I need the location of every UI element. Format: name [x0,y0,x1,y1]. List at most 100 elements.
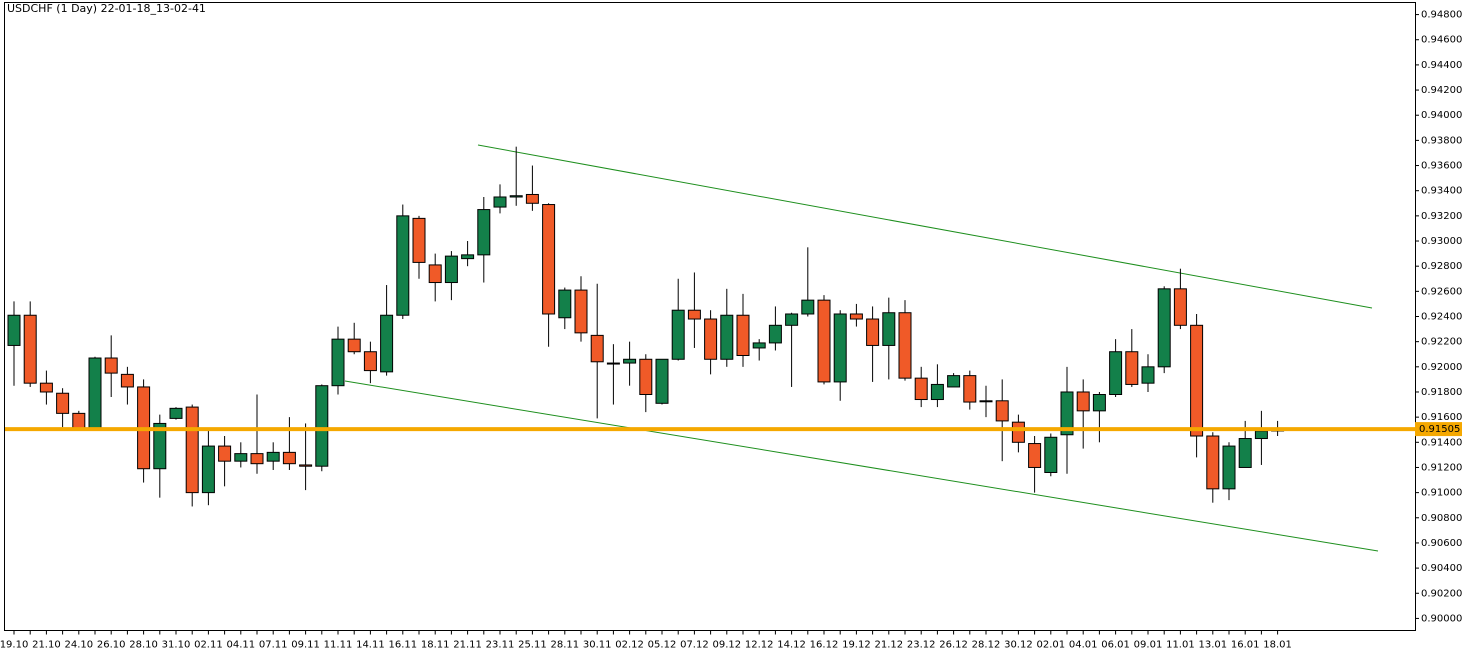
candle-body [947,375,961,388]
candle-body [574,289,588,334]
candle-body [234,453,248,462]
y-tick-label: 0.93400 [1421,186,1462,197]
x-tick-label: 16.12 [810,640,839,651]
x-tick-label: 16.01 [1231,640,1260,651]
channel-lower [344,380,1379,552]
candle-body [590,334,604,363]
candle-body [1141,366,1155,384]
candle-body [720,314,734,360]
y-tick-label: 0.91400 [1421,437,1462,448]
candle-body [88,357,102,429]
x-tick-label: 23.11 [486,640,515,651]
candle-body [56,392,70,414]
x-tick-label: 14.12 [777,640,806,651]
candle-body [72,412,86,429]
candle-body [785,313,799,326]
candle-body [1092,393,1106,412]
x-tick-label: 30.12 [1004,640,1033,651]
y-tick-label: 0.92800 [1421,261,1462,272]
candle-body [1173,288,1187,326]
candle-body [849,313,863,320]
y-tick-label: 0.93800 [1421,135,1462,146]
x-tick-label: 23.12 [907,640,936,651]
candle-body [1206,435,1220,490]
candle-body [477,209,491,256]
candle-body [250,453,264,465]
candle-body [509,195,523,198]
candle-body [542,204,556,315]
title-bg [5,3,191,16]
y-tick-label: 0.93200 [1421,211,1462,222]
candle-body [1044,436,1058,473]
candle-body [1125,351,1139,385]
candle-body [558,289,572,319]
candle-body [412,217,426,263]
y-tick-label: 0.94600 [1421,35,1462,46]
candle-body [1238,438,1252,468]
candle-body [169,407,183,419]
candle-body [687,309,701,320]
x-tick-label: 02.11 [194,640,223,651]
y-tick-label: 0.94200 [1421,85,1462,96]
y-tick-label: 0.90600 [1421,538,1462,549]
candle-body [639,358,653,395]
x-tick-label: 06.01 [1101,640,1130,651]
candle-body [1254,430,1268,440]
candle-body [363,351,377,372]
x-tick-label: 30.11 [583,640,612,651]
x-tick-label: 04.01 [1069,640,1098,651]
y-tick-label: 0.92400 [1421,312,1462,323]
candle-body [817,299,831,383]
candle-body [104,357,118,374]
x-tick-label: 09.12 [712,640,741,651]
plot-frame [4,2,1416,631]
candle-body [347,338,361,353]
candle-body [704,318,718,360]
candle-body [655,358,669,404]
y-tick-label: 0.92600 [1421,286,1462,297]
y-tick-label: 0.94400 [1421,60,1462,71]
y-tick-label: 0.90400 [1421,563,1462,574]
x-tick-label: 28.11 [550,640,579,651]
x-tick-label: 21.12 [874,640,903,651]
x-tick-label: 11.11 [324,640,353,651]
candle-body [1028,443,1042,468]
x-tick-label: 18.11 [421,640,450,651]
price-label-bg [1415,422,1462,437]
x-tick-label: 16.11 [388,640,417,651]
candle-body [963,375,977,403]
x-tick-label: 25.11 [518,640,547,651]
x-tick-label: 02.01 [1036,640,1065,651]
candle-body [671,309,685,360]
x-tick-label: 31.10 [162,640,191,651]
x-tick-label: 07.11 [259,640,288,651]
candle-body [752,342,766,349]
x-tick-label: 19.12 [842,640,871,651]
candle-body [606,362,620,365]
x-tick-label: 12.12 [745,640,774,651]
candle-body [185,406,199,494]
y-tick-label: 0.92000 [1421,362,1462,373]
y-tick-label: 0.90200 [1421,588,1462,599]
x-tick-label: 21.10 [32,640,61,651]
x-tick-label: 26.12 [939,640,968,651]
candle-body [866,318,880,346]
x-tick-label: 14.11 [356,640,385,651]
price-label: 0.91505 [1419,424,1460,435]
candle-body [1011,421,1025,443]
x-tick-label: 09.01 [1134,640,1163,651]
y-tick-label: 0.93000 [1421,236,1462,247]
candle-body [461,254,475,260]
candle-body [444,255,458,284]
x-tick-label: 28.10 [129,640,158,651]
candle-body [833,313,847,383]
x-tick-label: 18.01 [1263,640,1292,651]
candle-body [315,385,329,467]
x-tick-label: 02.12 [615,640,644,651]
channel-upper [477,144,1373,309]
candle-body [299,464,313,467]
chart-title: USDCHF (1 Day) 22-01-18_13-02-41 [7,2,206,15]
candle-body [995,400,1009,422]
y-tick-label: 0.90800 [1421,513,1462,524]
candle-body [525,193,539,204]
